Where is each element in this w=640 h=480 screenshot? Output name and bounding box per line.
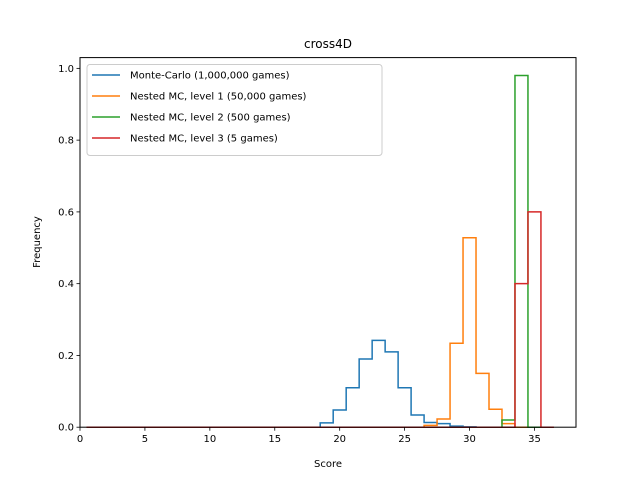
x-axis-ticks: 0 5 10 15 20 25 30 35 [77, 427, 541, 445]
x-tick-label: 20 [333, 434, 346, 445]
x-tick-label: 35 [528, 434, 541, 445]
legend-box [86, 64, 383, 156]
x-tick-label: 5 [142, 434, 148, 445]
y-tick-label: 0.8 [58, 136, 74, 147]
plot-frame [79, 57, 577, 428]
series-1-step-line [86, 236, 528, 428]
y-tick-label: 0.0 [58, 423, 74, 434]
y-axis-label: Frequency [32, 216, 43, 268]
series-3-step-line [86, 211, 554, 428]
chart-title: cross4D [304, 37, 352, 51]
y-tick-label: 0.4 [58, 279, 74, 290]
x-axis-label: Score [314, 459, 342, 470]
legend: Monte-Carlo (1,000,000 games) Nested MC, … [86, 64, 383, 156]
x-tick-label: 15 [268, 434, 281, 445]
legend-label: Nested MC, level 1 (50,000 games) [130, 92, 307, 103]
y-axis-ticks: 0.0 0.2 0.4 0.6 0.8 1.0 [58, 64, 80, 434]
y-tick-label: 1.0 [58, 64, 74, 75]
legend-label: Nested MC, level 2 (500 games) [130, 113, 291, 124]
series-2-step-line [86, 74, 541, 428]
x-tick-label: 0 [77, 434, 83, 445]
series-layer [86, 74, 554, 428]
y-tick-label: 0.2 [58, 351, 74, 362]
x-tick-label: 25 [398, 434, 411, 445]
x-tick-label: 10 [203, 434, 216, 445]
legend-label: Monte-Carlo (1,000,000 games) [130, 71, 290, 82]
y-tick-label: 0.6 [58, 207, 74, 218]
x-tick-label: 30 [463, 434, 476, 445]
series-0-step-line [86, 339, 490, 428]
legend-label: Nested MC, level 3 (5 games) [130, 134, 278, 145]
